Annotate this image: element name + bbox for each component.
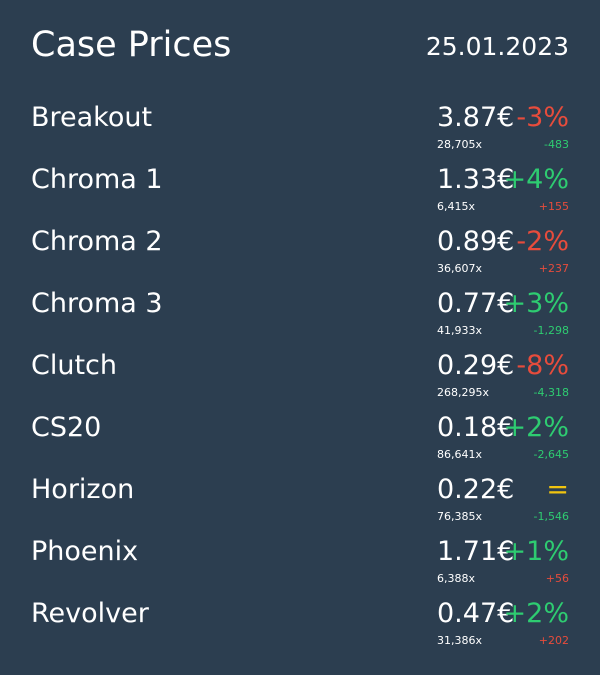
volume-change: -4,318 bbox=[533, 386, 569, 399]
case-name: Chroma 3 bbox=[31, 288, 163, 319]
volume: 6,388x bbox=[437, 572, 476, 585]
volume: 76,385x bbox=[437, 510, 482, 523]
volume: 36,607x bbox=[437, 262, 482, 275]
price-change: +3% bbox=[503, 288, 569, 319]
title: Case Prices bbox=[31, 25, 232, 65]
price: 1.71€ bbox=[437, 536, 515, 567]
price: 0.29€ bbox=[437, 350, 515, 381]
case-name: Clutch bbox=[31, 350, 118, 381]
volume-change: +155 bbox=[538, 200, 569, 213]
case-name: Chroma 1 bbox=[31, 164, 163, 195]
case-name: Horizon bbox=[31, 474, 135, 505]
volume: 268,295x bbox=[437, 386, 489, 399]
volume-change: +56 bbox=[545, 572, 569, 585]
case-name: Chroma 2 bbox=[31, 226, 163, 257]
price: 0.89€ bbox=[437, 226, 515, 257]
volume-change: -1,546 bbox=[533, 510, 569, 523]
price: 3.87€ bbox=[437, 102, 515, 133]
volume: 6,415x bbox=[437, 200, 476, 213]
case-name: Phoenix bbox=[31, 536, 139, 567]
volume-change: -483 bbox=[544, 138, 569, 151]
price-change: +2% bbox=[503, 412, 569, 443]
volume-change: +202 bbox=[538, 634, 569, 647]
price-change: +1% bbox=[503, 536, 569, 567]
price-change: +2% bbox=[503, 598, 569, 629]
price: 0.22€ bbox=[437, 474, 515, 505]
price-change: -3% bbox=[516, 102, 569, 133]
price-change: = bbox=[546, 474, 569, 505]
volume-change: +237 bbox=[538, 262, 569, 275]
price-change: -8% bbox=[516, 350, 569, 381]
case-name: Breakout bbox=[31, 102, 153, 133]
volume-change: -2,645 bbox=[533, 448, 569, 461]
price: 0.77€ bbox=[437, 288, 515, 319]
case-name: CS20 bbox=[31, 412, 102, 443]
volume: 28,705x bbox=[437, 138, 482, 151]
volume: 31,386x bbox=[437, 634, 482, 647]
volume: 41,933x bbox=[437, 324, 482, 337]
case-name: Revolver bbox=[31, 598, 149, 629]
price: 0.18€ bbox=[437, 412, 515, 443]
volume: 86,641x bbox=[437, 448, 482, 461]
volume-change: -1,298 bbox=[533, 324, 569, 337]
price: 1.33€ bbox=[437, 164, 515, 195]
date: 25.01.2023 bbox=[425, 32, 569, 61]
price-change: +4% bbox=[503, 164, 569, 195]
price: 0.47€ bbox=[437, 598, 515, 629]
price-change: -2% bbox=[516, 226, 569, 257]
